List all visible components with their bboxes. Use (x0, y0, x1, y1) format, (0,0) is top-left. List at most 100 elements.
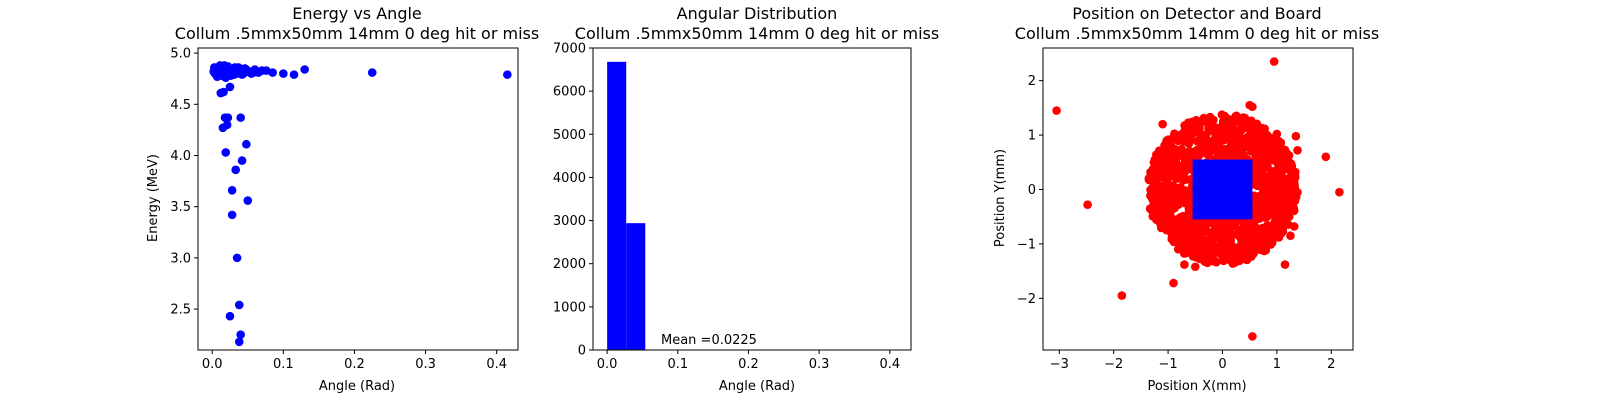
chart-1-axes-frame (197, 47, 519, 351)
data-point (221, 148, 231, 157)
hit-point (1263, 235, 1273, 245)
hit-point (1279, 220, 1289, 230)
hit-point (1235, 125, 1244, 135)
hit-point (1220, 124, 1229, 134)
hit-point (1180, 218, 1190, 227)
histogram-bar (626, 223, 646, 350)
hit-point (1198, 235, 1208, 245)
hit-point (1160, 158, 1170, 167)
energy-vs-angle-chart: Energy vs Angle Collum .5mmx50mm 14mm 0 … (146, 4, 539, 394)
chart-3-subtitle: Collum .5mmx50mm 14mm 0 deg hit or miss (1015, 24, 1379, 43)
chart-2-axes-frame (592, 47, 912, 351)
hit-point (1239, 150, 1248, 160)
hit-point (1276, 191, 1286, 201)
data-point (236, 113, 245, 122)
chart-1-x-label: Angle (Rad) (319, 379, 395, 394)
outlier-point (1169, 278, 1178, 288)
data-point (279, 69, 288, 78)
hit-point (1161, 151, 1171, 161)
hit-point (1273, 140, 1283, 150)
hit-point (1269, 223, 1279, 232)
hit-point (1269, 204, 1279, 214)
outlier-point (1293, 145, 1302, 155)
x-tick-label: 0.0 (597, 357, 618, 372)
hit-point (1253, 140, 1263, 150)
hit-point (1191, 117, 1200, 127)
hit-point (1148, 212, 1158, 221)
detector-region (1192, 159, 1253, 220)
angular-distribution-chart: Angular Distribution Collum .5mmx50mm 14… (553, 4, 939, 394)
hit-point (1169, 201, 1178, 211)
hit-point (1289, 189, 1299, 198)
hit-point (1263, 209, 1273, 219)
hit-point (1183, 164, 1192, 174)
y-tick-label: 7000 (553, 42, 586, 57)
outlier-point (1152, 205, 1162, 215)
hit-point (1276, 229, 1285, 238)
x-tick-label: 0.4 (879, 357, 900, 372)
hit-point (1150, 181, 1159, 190)
hit-point (1223, 245, 1233, 254)
data-point (227, 185, 237, 195)
chart-3-x-label: Position X(mm) (1147, 379, 1246, 394)
outlier-point (1248, 332, 1257, 341)
outlier-point (1083, 200, 1092, 210)
hit-point (1260, 187, 1269, 197)
data-point (234, 300, 244, 310)
x-tick-label: −2 (1104, 357, 1123, 372)
hit-point (1198, 141, 1208, 150)
y-tick-label: 0 (578, 344, 586, 359)
hit-point (1206, 232, 1216, 242)
hit-point (1257, 171, 1266, 180)
chart-3-title: Position on Detector and Board (1072, 4, 1321, 23)
y-tick-label: 3000 (553, 214, 586, 229)
outlier-point (1291, 131, 1301, 141)
x-tick-label: −1 (1159, 357, 1178, 372)
outlier-point (1289, 222, 1299, 231)
hit-point (1260, 149, 1269, 159)
hit-point (1235, 225, 1244, 235)
hit-point (1173, 136, 1183, 146)
y-tick-label: 6000 (553, 85, 586, 100)
hit-point (1145, 172, 1155, 182)
hit-point (1238, 114, 1248, 124)
hit-point (1279, 210, 1289, 219)
data-point (268, 68, 277, 77)
y-tick-label: 1000 (553, 300, 586, 315)
outlier-point (1117, 291, 1127, 300)
data-point (249, 68, 258, 77)
y-tick-label: 4.0 (170, 149, 191, 164)
y-tick-label: 2000 (553, 257, 586, 272)
data-point (232, 253, 242, 263)
outlier-point (1190, 262, 1200, 272)
hit-point (1268, 193, 1277, 203)
data-point (237, 156, 247, 165)
hit-point (1252, 119, 1262, 129)
hit-point (1250, 147, 1260, 156)
hit-point (1175, 228, 1184, 237)
hit-point (1260, 135, 1269, 144)
hit-point (1180, 198, 1190, 208)
hit-point (1226, 119, 1235, 129)
data-point (234, 63, 243, 72)
hit-point (1179, 175, 1188, 185)
data-point (236, 330, 245, 339)
histogram-bar (607, 61, 627, 350)
hit-point (1254, 214, 1264, 224)
outlier-point (1286, 231, 1295, 241)
hit-point (1265, 140, 1275, 149)
data-point (225, 311, 235, 321)
outlier-point (1245, 100, 1254, 110)
hit-point (1252, 193, 1261, 203)
data-point (503, 70, 512, 79)
hit-point (1282, 149, 1292, 158)
chart-3-axes-frame (1042, 47, 1354, 351)
hit-point (1164, 221, 1173, 231)
hit-point (1238, 218, 1248, 228)
hit-point (1246, 238, 1256, 248)
outlier-point (1335, 187, 1344, 197)
y-tick-label: 1 (1028, 129, 1036, 144)
x-tick-label: 0.0 (202, 357, 223, 372)
y-tick-label: 4.5 (170, 98, 191, 113)
